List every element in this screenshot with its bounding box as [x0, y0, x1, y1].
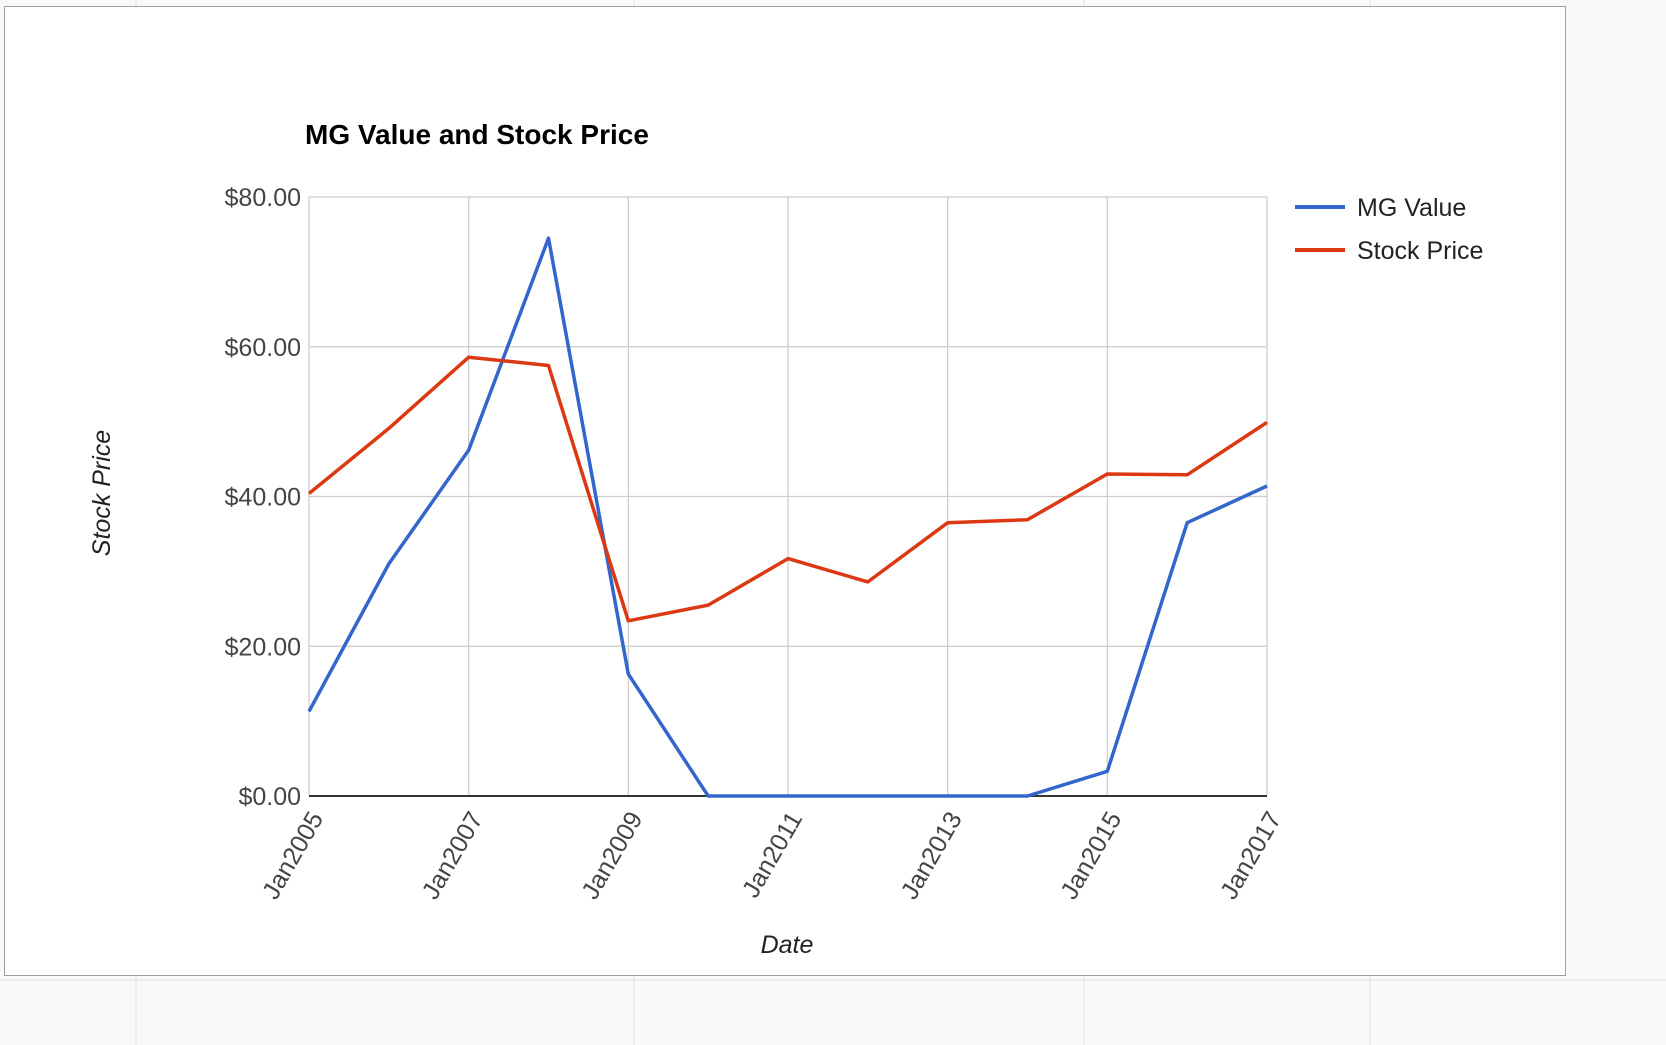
legend-item-mg-value[interactable]: MG Value — [1295, 194, 1466, 222]
y-axis-ticks: $0.00 $20.00 $40.00 $60.00 $80.00 — [225, 184, 301, 811]
legend-label-mg-value: MG Value — [1357, 194, 1466, 222]
y-axis-title: Stock Price — [88, 430, 116, 556]
legend-label-stock-price: Stock Price — [1357, 237, 1483, 265]
gridlines — [308, 196, 1268, 797]
x-tick-label: Jan2015 — [1055, 807, 1127, 904]
x-tick-label: Jan2017 — [1215, 807, 1287, 904]
x-axis-ticks: Jan2005 Jan2007 Jan2009 Jan2011 Jan2013 Jan20… — [257, 807, 1287, 904]
x-tick-label: Jan2011 — [737, 807, 808, 902]
y-tick-label: $0.00 — [238, 783, 301, 811]
chart-title: MG Value and Stock Price — [305, 119, 649, 150]
legend-item-stock-price[interactable]: Stock Price — [1295, 237, 1483, 265]
legend: MG Value Stock Price — [1295, 194, 1483, 265]
y-tick-label: $20.00 — [225, 633, 301, 661]
x-tick-label: Jan2009 — [576, 807, 648, 904]
line-chart: MG Value and Stock Price $0.00 $20.00 $40.… — [88, 119, 1483, 959]
x-tick-label: Jan2005 — [257, 807, 329, 904]
y-tick-label: $60.00 — [225, 334, 301, 362]
series-lines — [307, 236, 1268, 798]
y-tick-label: $80.00 — [225, 184, 301, 212]
x-axis-title: Date — [761, 931, 814, 959]
y-tick-label: $40.00 — [225, 484, 301, 512]
chart-card[interactable]: MG Value and Stock Price $0.00 $20.00 $40.… — [4, 6, 1566, 976]
x-tick-label: Jan2013 — [896, 807, 968, 904]
x-tick-label: Jan2007 — [417, 807, 489, 904]
